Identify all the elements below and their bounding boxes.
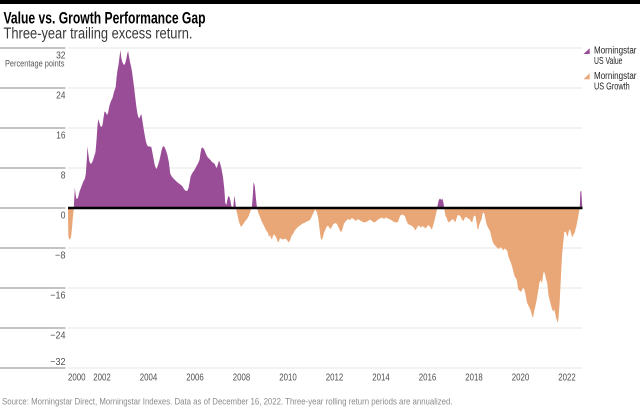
- svg-text:2000: 2000: [68, 373, 86, 384]
- svg-text:8: 8: [61, 170, 66, 181]
- svg-text:24: 24: [56, 90, 66, 101]
- svg-text:2014: 2014: [372, 373, 390, 384]
- svg-text:2018: 2018: [465, 373, 483, 384]
- svg-text:US Growth: US Growth: [594, 81, 630, 92]
- svg-text:2010: 2010: [279, 373, 297, 384]
- svg-text:−24: −24: [50, 330, 66, 341]
- svg-text:2002: 2002: [93, 373, 111, 384]
- svg-text:−8: −8: [55, 250, 66, 261]
- svg-text:0: 0: [61, 210, 66, 221]
- svg-text:Three-year trailing excess ret: Three-year trailing excess return.: [4, 26, 193, 43]
- svg-text:2020: 2020: [512, 373, 530, 384]
- svg-text:2006: 2006: [186, 373, 204, 384]
- svg-text:2012: 2012: [326, 373, 344, 384]
- svg-text:2008: 2008: [233, 373, 251, 384]
- svg-text:16: 16: [56, 130, 66, 141]
- svg-text:Percentage points: Percentage points: [5, 59, 65, 70]
- svg-text:−32: −32: [50, 357, 66, 368]
- svg-text:Morningstar: Morningstar: [594, 71, 637, 82]
- svg-text:2004: 2004: [140, 373, 158, 384]
- svg-text:US Value: US Value: [594, 56, 623, 67]
- svg-text:Value vs. Growth Performance G: Value vs. Growth Performance Gap: [4, 9, 206, 28]
- svg-text:Source: Morningstar Direct, Mo: Source: Morningstar Direct, Morningstar …: [2, 397, 453, 407]
- svg-text:2022: 2022: [558, 373, 576, 384]
- svg-text:−16: −16: [50, 290, 66, 301]
- svg-text:2016: 2016: [419, 373, 437, 384]
- svg-text:32: 32: [56, 50, 66, 61]
- svg-text:Morningstar: Morningstar: [594, 46, 637, 57]
